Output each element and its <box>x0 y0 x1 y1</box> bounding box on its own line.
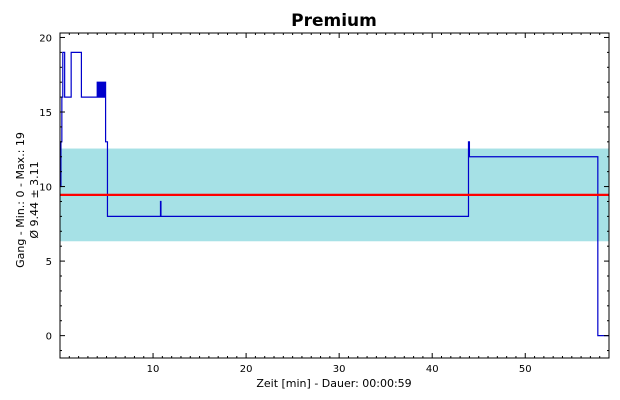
y-tick-label: 15 <box>39 108 52 119</box>
y-axis-label-line-1: Gang - Min.: 0 - Max.: 19 <box>14 132 27 268</box>
y-tick-label: 0 <box>46 332 52 343</box>
x-tick-label: 30 <box>333 364 346 375</box>
x-axis-label: Zeit [min] - Dauer: 00:00:59 <box>256 377 411 390</box>
x-tick-label: 10 <box>147 364 160 375</box>
series-line-0 <box>60 51 609 337</box>
chart-title: Premium <box>291 11 377 31</box>
y-tick-label: 20 <box>39 33 52 44</box>
x-tick-label: 40 <box>426 364 439 375</box>
plot-content <box>60 51 609 337</box>
x-tick-label: 50 <box>519 364 532 375</box>
y-tick-label: 5 <box>46 257 52 268</box>
y-axis-label-line-2: Ø 9.44 ± 3.11 <box>28 161 41 238</box>
plot-area: 10 20 30 40 50 0 5 10 15 20 <box>39 32 610 375</box>
x-tick-label: 20 <box>240 364 253 375</box>
y-axis-label: Gang - Min.: 0 - Max.: 19 Ø 9.44 ± 3.11 <box>14 132 41 268</box>
y-tick-label: 10 <box>39 183 52 194</box>
plot-frame <box>59 32 610 359</box>
